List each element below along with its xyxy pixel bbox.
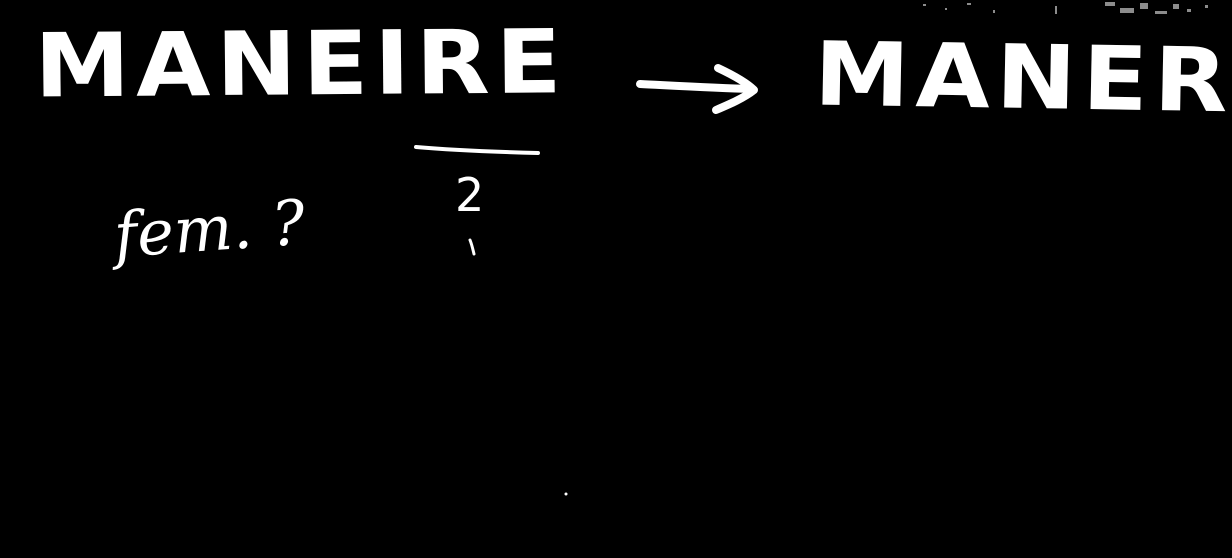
chalk-dot [564, 492, 568, 496]
chalk-speckles [923, 2, 1208, 14]
comma-mark [468, 238, 476, 256]
underline-stroke [414, 145, 540, 155]
note-two: 2 [455, 168, 485, 222]
right-arrow-icon [636, 64, 758, 114]
